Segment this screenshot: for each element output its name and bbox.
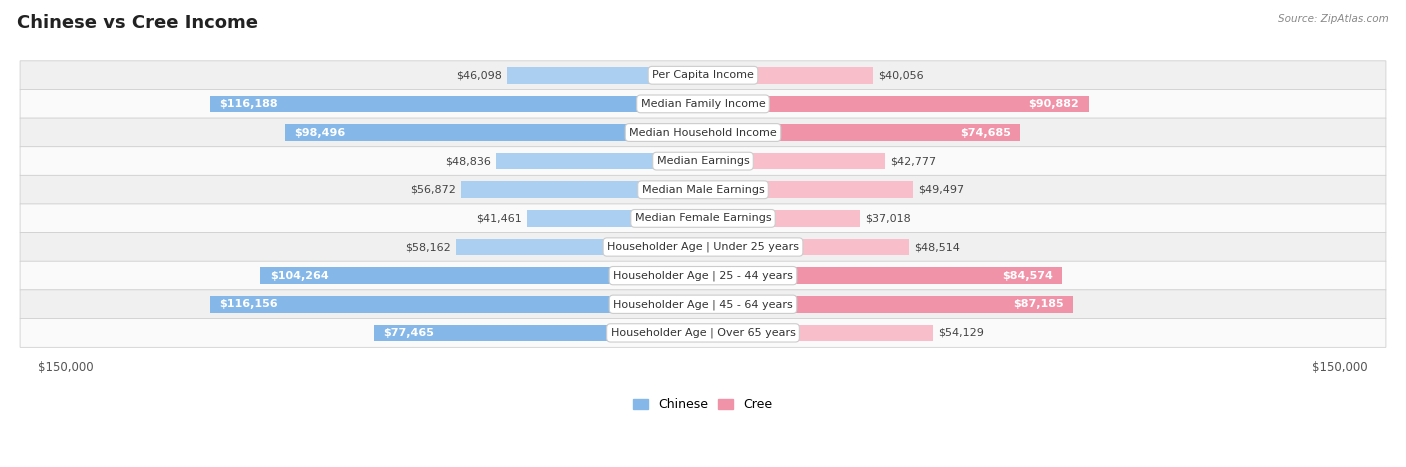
Text: Chinese vs Cree Income: Chinese vs Cree Income [17, 14, 257, 32]
Text: $48,836: $48,836 [444, 156, 491, 166]
FancyBboxPatch shape [20, 61, 1386, 90]
FancyBboxPatch shape [20, 318, 1386, 347]
Text: $104,264: $104,264 [270, 271, 329, 281]
Text: $116,156: $116,156 [219, 299, 278, 309]
FancyBboxPatch shape [20, 89, 1386, 118]
FancyBboxPatch shape [20, 147, 1386, 176]
Text: Median Household Income: Median Household Income [628, 127, 778, 137]
Bar [703, 325, 934, 341]
Text: $84,574: $84,574 [1001, 271, 1053, 281]
FancyBboxPatch shape [20, 204, 1386, 233]
Bar [374, 325, 703, 341]
Text: $48,514: $48,514 [914, 242, 960, 252]
Bar [209, 296, 703, 312]
Bar [209, 96, 703, 112]
Bar [703, 210, 860, 226]
Text: Median Earnings: Median Earnings [657, 156, 749, 166]
Bar [456, 239, 703, 255]
Text: $49,497: $49,497 [918, 185, 965, 195]
Text: $90,882: $90,882 [1029, 99, 1080, 109]
FancyBboxPatch shape [20, 118, 1386, 147]
Text: $41,461: $41,461 [477, 213, 522, 223]
FancyBboxPatch shape [20, 233, 1386, 262]
Text: $58,162: $58,162 [405, 242, 451, 252]
Text: $54,129: $54,129 [938, 328, 984, 338]
Bar [703, 267, 1062, 284]
Bar [527, 210, 703, 226]
Text: $77,465: $77,465 [384, 328, 434, 338]
Bar [461, 182, 703, 198]
Text: Per Capita Income: Per Capita Income [652, 70, 754, 80]
Bar [703, 124, 1021, 141]
Text: $74,685: $74,685 [960, 127, 1011, 137]
Bar [703, 182, 914, 198]
Bar [703, 67, 873, 84]
Text: $40,056: $40,056 [879, 70, 924, 80]
FancyBboxPatch shape [20, 175, 1386, 204]
Text: $116,188: $116,188 [219, 99, 278, 109]
Text: Householder Age | 45 - 64 years: Householder Age | 45 - 64 years [613, 299, 793, 310]
FancyBboxPatch shape [20, 290, 1386, 318]
Bar [284, 124, 703, 141]
Bar [495, 153, 703, 170]
Text: $98,496: $98,496 [294, 127, 346, 137]
Bar [703, 239, 910, 255]
Text: Householder Age | 25 - 44 years: Householder Age | 25 - 44 years [613, 270, 793, 281]
Text: Median Female Earnings: Median Female Earnings [634, 213, 772, 223]
Text: $42,777: $42,777 [890, 156, 936, 166]
Text: Source: ZipAtlas.com: Source: ZipAtlas.com [1278, 14, 1389, 24]
Text: $46,098: $46,098 [457, 70, 502, 80]
Text: $56,872: $56,872 [411, 185, 457, 195]
Bar [703, 153, 884, 170]
Text: Householder Age | Over 65 years: Householder Age | Over 65 years [610, 328, 796, 338]
Text: Median Family Income: Median Family Income [641, 99, 765, 109]
FancyBboxPatch shape [20, 261, 1386, 290]
Bar [703, 96, 1090, 112]
Bar [260, 267, 703, 284]
Text: $87,185: $87,185 [1014, 299, 1064, 309]
Legend: Chinese, Cree: Chinese, Cree [628, 393, 778, 416]
Text: Median Male Earnings: Median Male Earnings [641, 185, 765, 195]
Bar [703, 296, 1073, 312]
Text: Householder Age | Under 25 years: Householder Age | Under 25 years [607, 242, 799, 252]
Text: $37,018: $37,018 [865, 213, 911, 223]
Bar [508, 67, 703, 84]
